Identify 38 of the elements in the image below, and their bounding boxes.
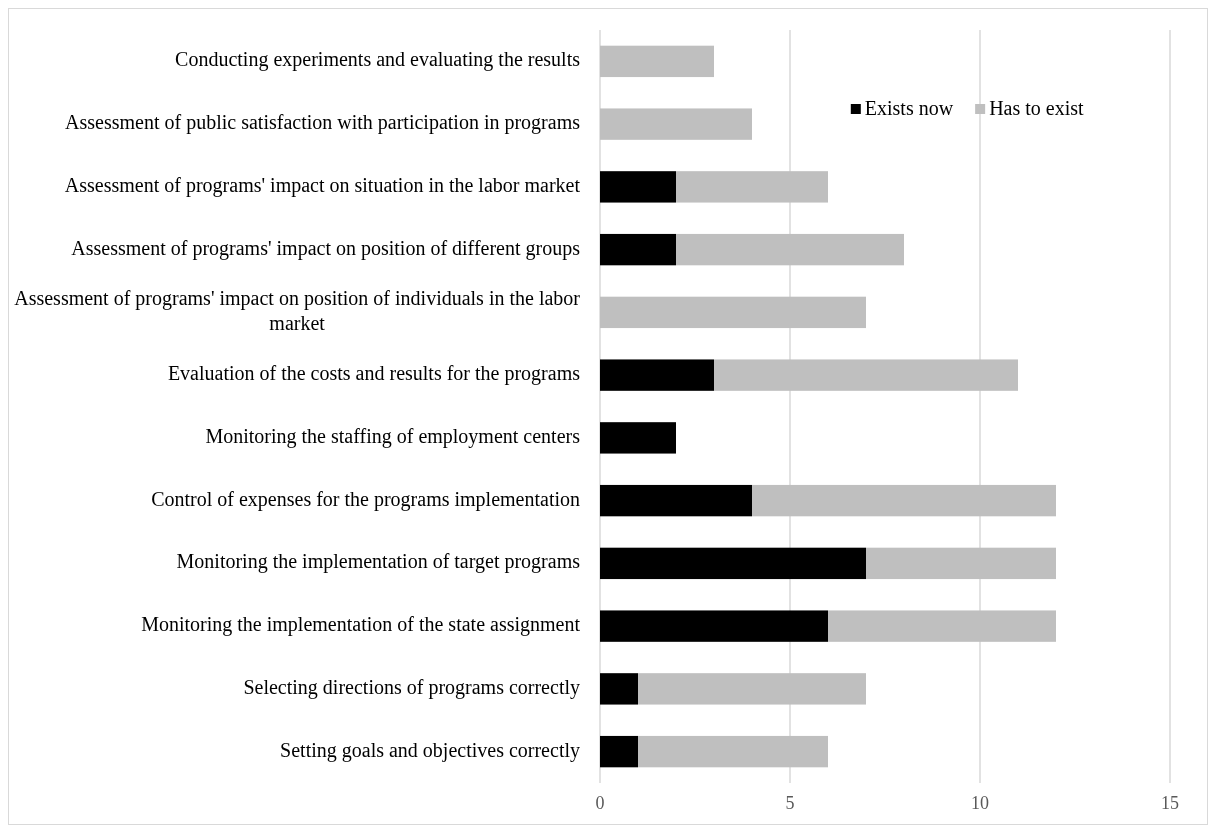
bar — [600, 296, 866, 329]
y-tick-label: Conducting experiments and evaluating the results — [175, 47, 581, 71]
bar — [676, 233, 904, 266]
y-tick-label: Control of expenses for the programs implementation — [151, 487, 580, 511]
y-tick-label: Assessment of programs' impact on position of individuals in the labor market — [14, 286, 581, 334]
legend-label: Exists now — [864, 96, 954, 119]
bar — [676, 171, 828, 203]
bar — [600, 108, 752, 140]
bar — [600, 610, 828, 642]
bar — [600, 484, 752, 517]
bar — [638, 735, 828, 768]
bar — [600, 45, 714, 78]
y-tick-label: Setting goals and objectives correctly — [280, 738, 580, 762]
bar — [600, 547, 866, 580]
bar — [600, 735, 638, 768]
legend-label: Has to exist — [989, 96, 1085, 119]
bar — [866, 547, 1056, 580]
x-tick-label: 10 — [971, 793, 989, 813]
bar — [600, 233, 676, 266]
y-tick-label: Assessment of public satisfaction with participation in programs — [65, 110, 581, 134]
y-tick-label: Assessment of programs' impact on situation in the labor market — [64, 173, 581, 197]
y-tick-label: Monitoring the staffing of employment centers — [205, 424, 581, 448]
bar — [714, 359, 1018, 391]
x-tick-label: 5 — [785, 793, 795, 813]
x-tick-label: 15 — [1161, 793, 1179, 813]
y-tick-label: Evaluation of the costs and results for the programs — [167, 361, 581, 385]
bar — [600, 673, 638, 705]
bar — [600, 359, 714, 391]
y-tick-label: Selecting directions of programs correctly — [243, 675, 580, 699]
bar — [828, 610, 1056, 642]
y-tick-label: Monitoring the implementation of the state assignment — [141, 612, 581, 636]
bar — [638, 673, 866, 705]
bar — [752, 484, 1056, 517]
y-tick-label: Monitoring the implementation of target programs — [176, 549, 581, 573]
x-tick-label: 0 — [595, 793, 605, 813]
y-tick-label: Assessment of programs' impact on position of different groups — [71, 236, 581, 260]
bar — [600, 422, 676, 454]
bar — [600, 171, 676, 203]
